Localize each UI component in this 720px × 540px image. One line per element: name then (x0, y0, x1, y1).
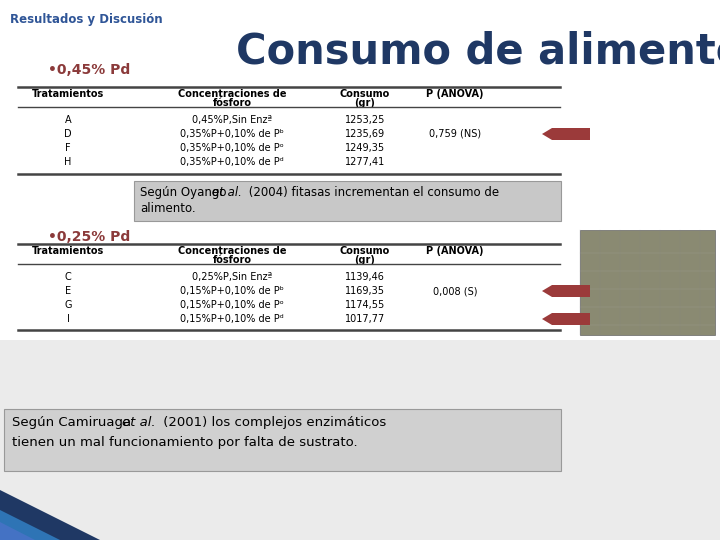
Text: (2001) los complejos enzimáticos: (2001) los complejos enzimáticos (159, 416, 386, 429)
Bar (0, 340, 720, 540)
Text: Resultados y Discusión: Resultados y Discusión (10, 13, 163, 26)
Text: Consumo: Consumo (340, 89, 390, 99)
Text: alimento.: alimento. (140, 202, 196, 215)
FancyBboxPatch shape (4, 409, 561, 471)
Text: F: F (66, 143, 71, 153)
Text: et al.: et al. (212, 186, 242, 199)
Polygon shape (0, 510, 60, 540)
Text: 1249,35: 1249,35 (345, 143, 385, 153)
Text: Consumo de alimento: Consumo de alimento (236, 30, 720, 72)
Text: 0,15%P+0,10% de Pᵇ: 0,15%P+0,10% de Pᵇ (180, 286, 284, 296)
Text: 0,35%P+0,10% de Pᵈ: 0,35%P+0,10% de Pᵈ (180, 157, 284, 167)
FancyBboxPatch shape (134, 181, 561, 221)
Text: Concentraciones de: Concentraciones de (178, 89, 287, 99)
Text: 1253,25: 1253,25 (345, 115, 385, 125)
Text: 1277,41: 1277,41 (345, 157, 385, 167)
Text: 0,759 (NS): 0,759 (NS) (429, 129, 481, 139)
Text: (2004) fitasas incrementan el consumo de: (2004) fitasas incrementan el consumo de (245, 186, 499, 199)
Text: tienen un mal funcionamiento por falta de sustrato.: tienen un mal funcionamiento por falta d… (12, 436, 358, 449)
Text: 0,008 (S): 0,008 (S) (433, 286, 477, 296)
FancyArrow shape (542, 313, 590, 325)
FancyArrow shape (542, 128, 590, 140)
Text: 1017,77: 1017,77 (345, 314, 385, 324)
Text: Consumo: Consumo (340, 246, 390, 256)
Text: Concentraciones de: Concentraciones de (178, 246, 287, 256)
Text: 1139,46: 1139,46 (345, 272, 385, 282)
Text: E: E (65, 286, 71, 296)
FancyArrow shape (542, 285, 590, 297)
Text: 1235,69: 1235,69 (345, 129, 385, 139)
Text: P (ANOVA): P (ANOVA) (426, 89, 484, 99)
Text: Tratamientos: Tratamientos (32, 246, 104, 256)
Text: fósforo: fósforo (212, 98, 251, 108)
Text: fósforo: fósforo (212, 255, 251, 265)
Text: C: C (65, 272, 71, 282)
Text: Según Oyango: Según Oyango (140, 186, 230, 199)
Text: (gr): (gr) (354, 98, 375, 108)
Text: 0,45%P,Sin Enzª: 0,45%P,Sin Enzª (192, 115, 272, 125)
Bar (580, 230, 715, 335)
Text: Tratamientos: Tratamientos (32, 89, 104, 99)
Text: 0,35%P+0,10% de Pᵇ: 0,35%P+0,10% de Pᵇ (180, 129, 284, 139)
Polygon shape (0, 522, 35, 540)
Text: G: G (64, 300, 72, 310)
Text: I: I (66, 314, 69, 324)
Text: et al.: et al. (122, 416, 156, 429)
Text: 0,15%P+0,10% de Pᵈ: 0,15%P+0,10% de Pᵈ (180, 314, 284, 324)
Text: 0,25%P,Sin Enzª: 0,25%P,Sin Enzª (192, 272, 272, 282)
Text: H: H (64, 157, 72, 167)
Text: (gr): (gr) (354, 255, 375, 265)
Text: 0,15%P+0,10% de Pᵒ: 0,15%P+0,10% de Pᵒ (180, 300, 284, 310)
Text: 0,35%P+0,10% de Pᵒ: 0,35%P+0,10% de Pᵒ (180, 143, 284, 153)
Polygon shape (0, 490, 100, 540)
Text: D: D (64, 129, 72, 139)
Text: 1174,55: 1174,55 (345, 300, 385, 310)
Text: •0,25% Pd: •0,25% Pd (48, 230, 130, 244)
Text: A: A (65, 115, 71, 125)
Text: 1169,35: 1169,35 (345, 286, 385, 296)
Text: P (ANOVA): P (ANOVA) (426, 246, 484, 256)
Text: •0,45% Pd: •0,45% Pd (48, 63, 130, 77)
Text: Según Camiruaga: Según Camiruaga (12, 416, 135, 429)
